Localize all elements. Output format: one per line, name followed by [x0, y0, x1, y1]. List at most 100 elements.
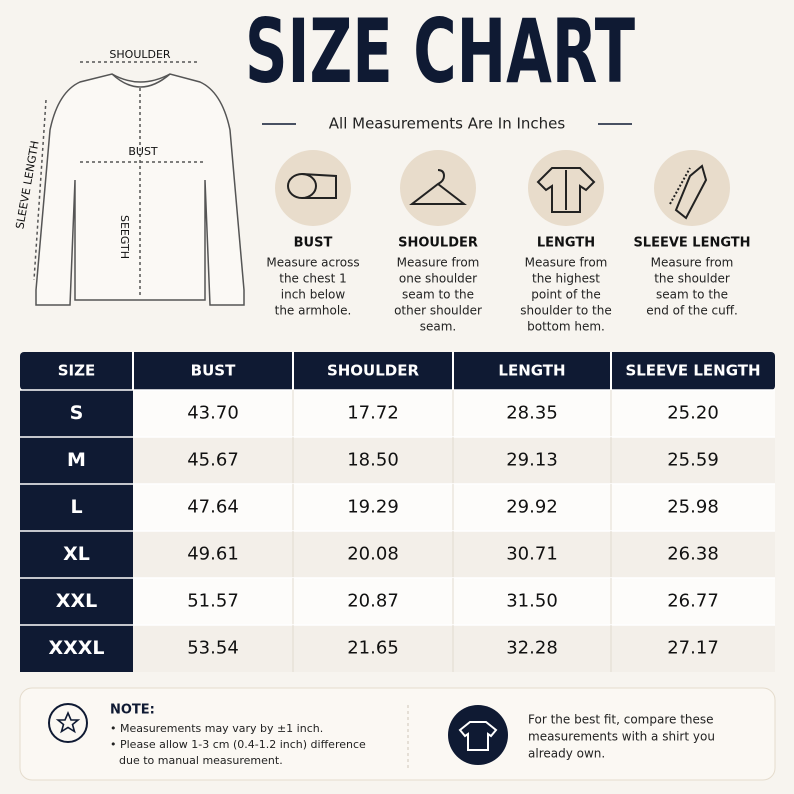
shirt-outline — [35, 73, 245, 306]
measurement-value: 30.71 — [506, 544, 558, 565]
shoulder-label: SHOULDER — [109, 48, 171, 61]
measurement-value: 17.72 — [347, 403, 399, 424]
icon-desc: bottom hem. — [527, 320, 605, 334]
sleeve-measure — [33, 99, 47, 281]
tape-icon — [301, 173, 337, 199]
tip-icon — [448, 705, 508, 765]
measurement-value: 47.64 — [187, 497, 239, 518]
measurement-value: 29.13 — [506, 450, 558, 471]
tip-text: For the best fit, compare these — [528, 713, 714, 727]
column-header: SIZE — [58, 362, 96, 380]
tip-text: measurements with a shirt you — [528, 730, 715, 744]
icon-desc: end of the cuff. — [646, 304, 738, 318]
icon-desc: Measure from — [397, 256, 480, 270]
size-label: XXXL — [48, 637, 104, 659]
icon-desc: seam to the — [402, 288, 474, 302]
measurement-value: 21.65 — [347, 638, 399, 659]
tip-text: already own. — [528, 747, 605, 761]
length-label: SEEGTH — [118, 215, 131, 259]
shirt-icon — [536, 167, 596, 213]
icon-desc: inch below — [281, 288, 346, 302]
note-title: NOTE: — [110, 703, 155, 718]
column-header: BUST — [191, 362, 236, 380]
hanger-icon — [409, 169, 467, 205]
collar — [111, 73, 171, 88]
size-label: M — [67, 449, 86, 471]
row-background — [133, 531, 775, 578]
measurement-value: 25.20 — [667, 403, 719, 424]
icon-circle — [275, 150, 351, 226]
sleeve-icon — [669, 167, 691, 205]
title: SIZE CHART — [245, 0, 635, 103]
subtitle: All Measurements Are In Inches — [329, 115, 566, 133]
table-header — [20, 352, 775, 390]
icon-desc: seam to the — [656, 288, 728, 302]
note-item: • Please allow 1-3 cm (0.4-1.2 inch) dif… — [110, 738, 366, 751]
size-label: XL — [63, 543, 90, 565]
size-label: XXL — [56, 590, 97, 612]
icon-desc: the armhole. — [275, 304, 352, 318]
measurement-value: 27.17 — [667, 638, 719, 659]
note-item: • Measurements may vary by ±1 inch. — [110, 722, 323, 735]
measurement-value: 45.67 — [187, 450, 239, 471]
icon-desc: one shoulder — [399, 272, 477, 286]
icon-circle — [654, 150, 730, 226]
icon-circle — [400, 150, 476, 226]
icon-title: BUST — [294, 236, 333, 251]
size-cell — [20, 578, 133, 625]
tip-icon — [458, 721, 498, 751]
icon-desc: shoulder to the — [520, 304, 611, 318]
column-header: SHOULDER — [327, 362, 420, 380]
measurement-value: 29.92 — [506, 497, 558, 518]
note-box — [19, 687, 776, 781]
row-background — [133, 437, 775, 484]
size-label: L — [70, 496, 82, 518]
icon-desc: Measure from — [525, 256, 608, 270]
row-background — [133, 390, 775, 437]
row-background — [133, 578, 775, 625]
icon-desc: Measure across — [266, 256, 359, 270]
icon-title: SLEEVE LENGTH — [633, 236, 750, 251]
measurement-value: 25.59 — [667, 450, 719, 471]
shirt-diagram — [33, 61, 245, 306]
size-cell — [20, 625, 133, 672]
measurement-value: 51.57 — [187, 591, 239, 612]
size-cell — [20, 437, 133, 484]
measurement-value: 53.54 — [187, 638, 239, 659]
measurement-value: 43.70 — [187, 403, 239, 424]
measurement-value: 26.77 — [667, 591, 719, 612]
icon-desc: the highest — [532, 272, 600, 286]
icon-title: LENGTH — [537, 236, 595, 251]
note-item: due to manual measurement. — [119, 754, 283, 767]
measurement-value: 25.98 — [667, 497, 719, 518]
icon-desc: other shoulder — [394, 304, 482, 318]
column-header: SLEEVE LENGTH — [625, 362, 760, 380]
measurement-value: 32.28 — [506, 638, 558, 659]
icon-desc: point of the — [531, 288, 601, 302]
measurement-value: 49.61 — [187, 544, 239, 565]
size-label: S — [70, 402, 84, 424]
icon-desc: the chest 1 — [279, 272, 347, 286]
icon-desc: Measure from — [651, 256, 734, 270]
measurement-value: 20.08 — [347, 544, 399, 565]
column-header: LENGTH — [498, 362, 565, 380]
measurement-value: 19.29 — [347, 497, 399, 518]
row-background — [133, 625, 775, 672]
icon-desc: seam. — [420, 320, 457, 334]
star-icon — [48, 703, 88, 743]
measurement-value: 28.35 — [506, 403, 558, 424]
row-background — [133, 484, 775, 531]
measurement-value: 26.38 — [667, 544, 719, 565]
icon-glyphs — [287, 164, 708, 220]
measurement-value: 20.87 — [347, 591, 399, 612]
star-icon — [55, 710, 81, 734]
sleeve-icon — [674, 164, 708, 220]
measurement-value: 18.50 — [347, 450, 399, 471]
bust-label: BUST — [128, 145, 158, 158]
icon-title: SHOULDER — [398, 236, 478, 251]
size-cell — [20, 531, 133, 578]
size-cell — [20, 484, 133, 531]
measurement-value: 31.50 — [506, 591, 558, 612]
size-cell — [20, 390, 133, 437]
